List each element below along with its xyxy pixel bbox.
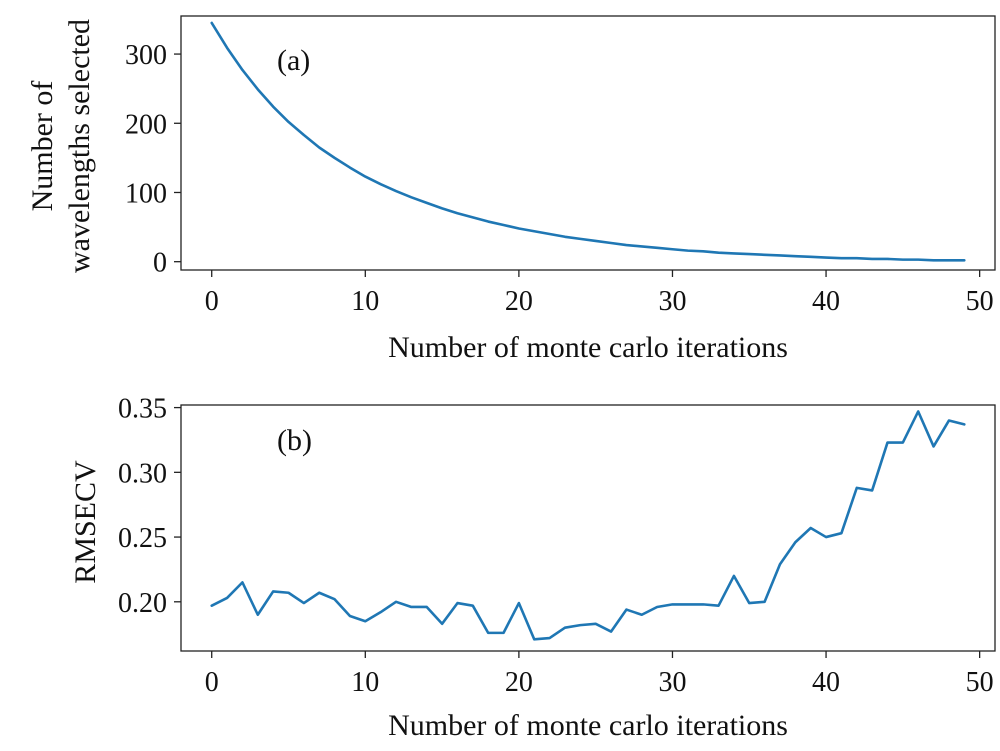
x-tick-label: 50 [966, 286, 994, 317]
x-tick-label: 40 [812, 667, 840, 698]
y-axis-label: RMSECV [69, 460, 102, 584]
x-tick-label: 10 [351, 286, 379, 317]
y-tick-label: 0.30 [118, 458, 167, 489]
x-tick-label: 30 [658, 667, 686, 698]
x-tick-label: 10 [351, 667, 379, 698]
x-tick-label: 20 [505, 286, 533, 317]
y-tick-label: 0.20 [118, 588, 167, 619]
x-tick-label: 30 [658, 286, 686, 317]
chart-panel-b: 0 10 20 30 40 50 0.20 0.25 0.30 0.35 Number of mon… [69, 394, 996, 742]
x-tick-label: 20 [505, 667, 533, 698]
x-tick-label: 0 [205, 667, 219, 698]
plot-frame [180, 15, 996, 271]
x-tick-label: 0 [205, 286, 219, 317]
y-axis-label: wavelengths selected [63, 19, 96, 273]
panel-label: (b) [277, 424, 312, 457]
series-line [210, 21, 966, 262]
plot-frame [180, 404, 996, 652]
y-tick-label: 0.25 [118, 523, 167, 554]
y-axis-label: Number of [26, 81, 59, 212]
x-axis-label: Number of monte carlo iterations [388, 709, 788, 742]
y-tick-label: 200 [125, 109, 167, 140]
series-line [210, 410, 966, 641]
y-tick-label: 0.35 [118, 394, 167, 425]
y-tick-label: 300 [125, 40, 167, 71]
chart-panel-a: 0 10 20 30 40 50 0 100 200 300 Number of monte car… [26, 15, 996, 364]
x-axis-label: Number of monte carlo iterations [388, 331, 788, 364]
panel-label: (a) [277, 44, 310, 77]
x-tick-label: 50 [966, 667, 994, 698]
y-tick-label: 100 [125, 178, 167, 209]
x-tick-label: 40 [812, 286, 840, 317]
y-tick-label: 0 [153, 248, 167, 279]
